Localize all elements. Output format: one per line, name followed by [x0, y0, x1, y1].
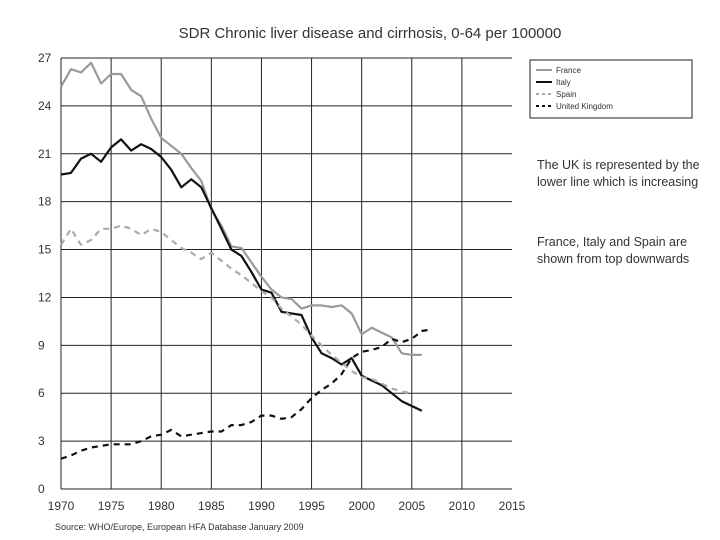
series-line-united-kingdom [60, 328, 432, 460]
x-tick-label: 2000 [348, 499, 375, 513]
legend-box [529, 59, 693, 119]
y-tick-label: 18 [38, 195, 52, 209]
series-line-france [60, 61, 422, 356]
y-tick-label: 27 [38, 51, 52, 65]
annotation-uk-note: The UK is represented by the lower line … [537, 158, 700, 189]
x-tick-label: 2015 [499, 499, 526, 513]
legend-label: France [556, 66, 581, 75]
y-tick-label: 24 [38, 99, 52, 113]
series-lines [60, 61, 432, 460]
x-tick-label: 1970 [48, 499, 75, 513]
y-axis-tick-labels: 0 3 6 9 12 15 18 21 24 27 [38, 51, 52, 496]
y-tick-label: 21 [38, 147, 52, 161]
y-tick-label: 15 [38, 243, 52, 257]
y-tick-label: 12 [38, 290, 52, 304]
legend-label: United Kingdom [556, 102, 613, 111]
x-axis-tick-labels: 1970 1975 1980 1985 1990 1995 2000 2005 2010 2015 [48, 499, 526, 513]
x-tick-label: 1975 [98, 499, 125, 513]
x-tick-label: 1995 [298, 499, 325, 513]
legend-label: Italy [556, 78, 571, 87]
x-tick-label: 2005 [398, 499, 425, 513]
source-caption: Source: WHO/Europe, European HFA Databas… [55, 522, 304, 532]
x-tick-label: 1985 [198, 499, 225, 513]
legend: France Italy Spain United Kingdom [529, 59, 693, 119]
y-tick-label: 0 [38, 482, 45, 496]
y-tick-label: 9 [38, 338, 45, 352]
y-tick-label: 6 [38, 386, 45, 400]
grid-lines [60, 57, 512, 490]
legend-label: Spain [556, 90, 576, 99]
x-tick-label: 2010 [449, 499, 476, 513]
annotation-countries-note: France, Italy and Spain are shown from t… [537, 235, 690, 266]
x-tick-label: 1990 [248, 499, 275, 513]
series-line-spain [60, 224, 412, 395]
x-tick-label: 1980 [148, 499, 175, 513]
y-tick-label: 3 [38, 434, 45, 448]
series-line-italy [60, 138, 423, 412]
chart-title: SDR Chronic liver disease and cirrhosis,… [179, 25, 562, 42]
